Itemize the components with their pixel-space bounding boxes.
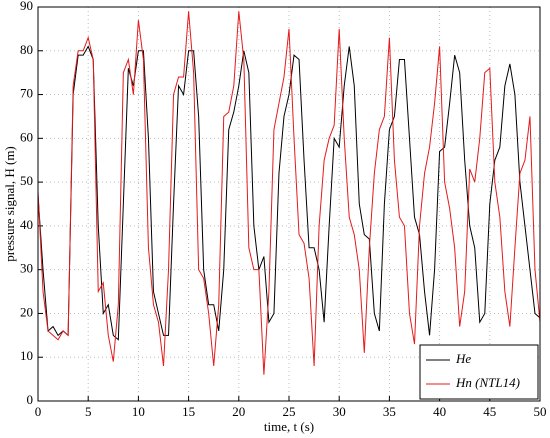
data-line bbox=[37, 45, 541, 341]
x-tick-label: 15 bbox=[182, 404, 195, 419]
legend-label: Hn (NTL14) bbox=[455, 375, 520, 390]
x-tick-label: 30 bbox=[333, 404, 346, 419]
y-tick-label: 70 bbox=[20, 86, 33, 101]
legend-label: He bbox=[455, 351, 471, 366]
x-axis-label: time, t (s) bbox=[264, 419, 314, 434]
x-tick-label: 10 bbox=[132, 404, 145, 419]
y-tick-label: 0 bbox=[27, 392, 34, 407]
plot-frame bbox=[37, 6, 541, 402]
x-tick-label: 40 bbox=[433, 404, 446, 419]
y-tick-label: 10 bbox=[20, 348, 33, 363]
y-tick-label: 40 bbox=[20, 217, 33, 232]
y-tick-label: 30 bbox=[20, 261, 33, 276]
y-tick-label: 20 bbox=[20, 304, 33, 319]
y-tick-label: 60 bbox=[20, 129, 33, 144]
x-tick-label: 20 bbox=[232, 404, 245, 419]
legend-box bbox=[419, 344, 539, 400]
x-tick-label: 25 bbox=[283, 404, 296, 419]
x-tick-label: 0 bbox=[35, 404, 42, 419]
x-tick-label: 50 bbox=[534, 404, 547, 419]
x-tick-label: 5 bbox=[85, 404, 92, 419]
y-tick-label: 90 bbox=[20, 0, 33, 13]
x-tick-label: 45 bbox=[483, 404, 496, 419]
x-tick-label: 35 bbox=[383, 404, 396, 419]
y-tick-label: 80 bbox=[20, 42, 33, 57]
y-axis-label: pressure signal, H (m) bbox=[2, 146, 17, 262]
y-tick-label: 50 bbox=[20, 173, 33, 188]
data-line bbox=[37, 11, 541, 375]
